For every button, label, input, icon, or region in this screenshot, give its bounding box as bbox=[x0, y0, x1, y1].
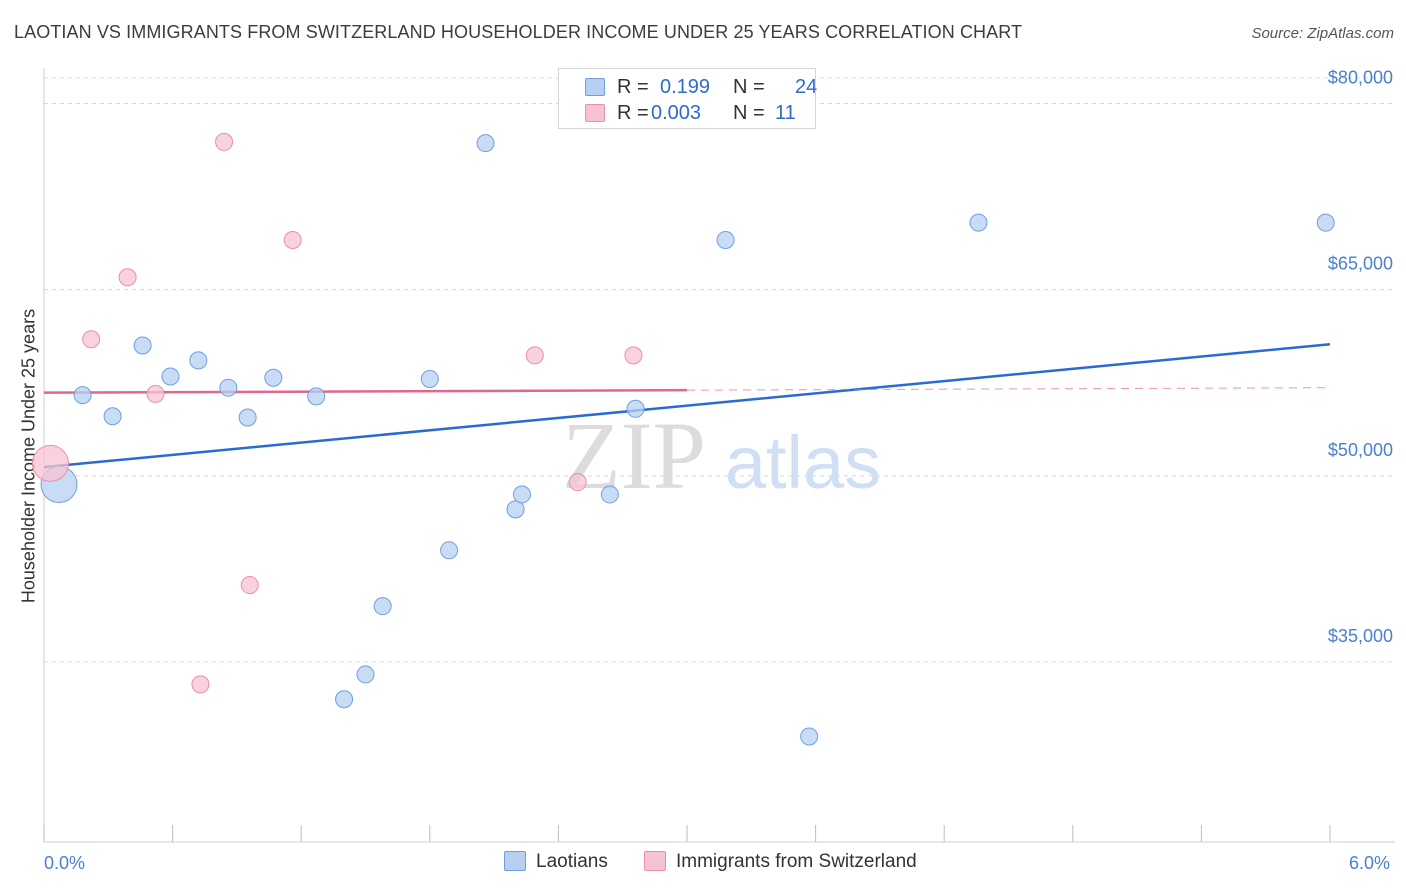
legend-swatch-blue bbox=[585, 78, 605, 96]
legend-item-laotians: Laotians bbox=[504, 851, 608, 873]
y-tick-label: $35,000 bbox=[1328, 626, 1393, 646]
point-laotians bbox=[103, 407, 122, 426]
x-tick-max: 6.0% bbox=[1349, 853, 1391, 873]
source-label: Source: ZipAtlas.com bbox=[1251, 25, 1394, 42]
legend-item-switzerland: Immigrants from Switzerland bbox=[644, 851, 917, 873]
point-laotians bbox=[189, 351, 208, 370]
legend-swatch-pink bbox=[644, 851, 666, 871]
point-laotians bbox=[264, 368, 283, 387]
legend-r-label: R = bbox=[617, 102, 649, 124]
y-tick-label: $65,000 bbox=[1328, 254, 1393, 274]
legend-r-value: 0.199 bbox=[660, 76, 711, 98]
legend-n-value: 11 bbox=[775, 102, 796, 124]
legend-r-label: R = bbox=[617, 76, 649, 98]
trend-line-laotians bbox=[43, 343, 1331, 469]
point-laotians bbox=[373, 597, 392, 616]
point-switzerland bbox=[215, 132, 234, 151]
point-laotians bbox=[161, 367, 180, 386]
point-laotians bbox=[626, 399, 645, 418]
point-laotians bbox=[1316, 213, 1335, 232]
legend-n-value: 24 bbox=[795, 76, 818, 98]
legend-label-laotians: Laotians bbox=[536, 851, 608, 872]
point-laotians bbox=[238, 408, 257, 427]
legend-n-label: N = bbox=[733, 102, 765, 124]
point-laotians bbox=[335, 690, 354, 709]
correlation-legend: R = 0.199 N = 24 R = 0.003 N = 11 bbox=[558, 68, 818, 129]
watermark-atlas: atlas bbox=[725, 421, 881, 504]
legend-n-label: N = bbox=[733, 76, 765, 98]
grid-lines bbox=[44, 77, 1395, 663]
point-switzerland bbox=[568, 473, 587, 492]
legend-swatch-pink bbox=[585, 104, 605, 122]
trend-extension-switzerland bbox=[686, 387, 1331, 391]
point-laotians bbox=[969, 213, 988, 232]
y-tick-label: $50,000 bbox=[1328, 440, 1393, 460]
point-switzerland bbox=[31, 444, 69, 482]
point-laotians bbox=[219, 378, 238, 397]
point-laotians bbox=[73, 386, 92, 405]
point-laotians bbox=[512, 485, 531, 504]
trend-line-switzerland bbox=[43, 388, 688, 394]
point-laotians bbox=[440, 541, 459, 560]
point-switzerland bbox=[191, 675, 210, 694]
point-laotians bbox=[476, 134, 495, 153]
point-laotians bbox=[420, 370, 439, 389]
data-points bbox=[31, 132, 1335, 746]
point-switzerland bbox=[240, 576, 259, 595]
watermark-zip: ZIP bbox=[562, 402, 706, 509]
point-laotians bbox=[716, 230, 735, 249]
point-switzerland bbox=[82, 330, 101, 349]
point-switzerland bbox=[283, 230, 302, 249]
y-tick-labels: $35,000 $50,000 $65,000 $80,000 bbox=[1328, 67, 1393, 646]
point-switzerland bbox=[624, 346, 643, 365]
point-laotians bbox=[506, 500, 525, 519]
point-laotians bbox=[133, 336, 152, 355]
legend-swatch-blue bbox=[504, 851, 526, 871]
point-switzerland bbox=[525, 346, 544, 365]
point-laotians bbox=[307, 387, 326, 406]
x-tick-min: 0.0% bbox=[44, 853, 86, 873]
point-laotians bbox=[356, 665, 375, 684]
point-switzerland bbox=[118, 268, 137, 287]
legend-r-value: 0.003 bbox=[651, 102, 702, 124]
chart-title: LAOTIAN VS IMMIGRANTS FROM SWITZERLAND H… bbox=[14, 22, 1023, 42]
point-laotians bbox=[600, 485, 619, 504]
point-switzerland bbox=[146, 384, 165, 403]
point-laotians bbox=[800, 727, 819, 746]
legend-label-switzerland: Immigrants from Switzerland bbox=[676, 851, 917, 872]
watermark: ZIP atlas bbox=[562, 402, 881, 509]
y-tick-label: $80,000 bbox=[1328, 67, 1393, 87]
axes bbox=[43, 68, 1395, 843]
